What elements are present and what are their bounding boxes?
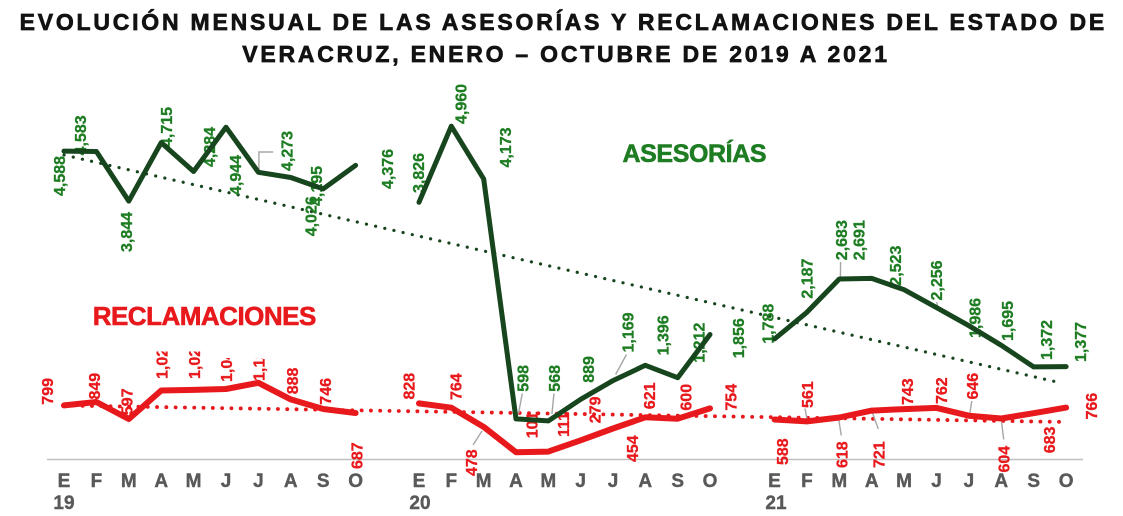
svg-text:764: 764 <box>449 373 466 400</box>
svg-text:20: 20 <box>409 493 430 514</box>
svg-text:A: A <box>865 471 879 492</box>
svg-text:849: 849 <box>87 373 104 400</box>
svg-text:889: 889 <box>581 356 598 383</box>
svg-text:600: 600 <box>679 384 696 411</box>
svg-text:S: S <box>671 471 684 492</box>
svg-text:746: 746 <box>318 378 335 405</box>
svg-text:1,377: 1,377 <box>1073 322 1090 362</box>
svg-text:762: 762 <box>934 377 951 404</box>
svg-text:888: 888 <box>285 368 302 395</box>
svg-text:A: A <box>154 471 168 492</box>
svg-text:2,691: 2,691 <box>852 220 869 260</box>
svg-text:687: 687 <box>349 442 366 469</box>
svg-text:4,026: 4,026 <box>303 196 320 236</box>
svg-text:E: E <box>768 471 781 492</box>
svg-text:M: M <box>831 471 847 492</box>
svg-text:2,256: 2,256 <box>929 260 946 300</box>
svg-text:4,715: 4,715 <box>159 107 176 147</box>
svg-text:454: 454 <box>625 435 642 462</box>
svg-text:618: 618 <box>834 441 851 468</box>
svg-text:A: A <box>638 471 652 492</box>
svg-text:J: J <box>608 471 619 492</box>
svg-text:J: J <box>221 471 232 492</box>
svg-text:1,169: 1,169 <box>620 312 637 352</box>
svg-text:J: J <box>964 471 975 492</box>
svg-text:2,187: 2,187 <box>799 258 816 298</box>
svg-text:J: J <box>253 471 264 492</box>
svg-text:F: F <box>801 471 813 492</box>
svg-text:683: 683 <box>1042 427 1059 454</box>
svg-text:478: 478 <box>464 449 481 476</box>
svg-text:M: M <box>476 471 492 492</box>
svg-text:A: A <box>994 471 1008 492</box>
svg-text:3,844: 3,844 <box>119 212 136 252</box>
svg-text:101: 101 <box>524 412 541 439</box>
svg-text:4,173: 4,173 <box>498 127 515 167</box>
svg-text:4,376: 4,376 <box>380 149 397 189</box>
svg-text:597: 597 <box>119 388 136 415</box>
svg-text:M: M <box>121 471 137 492</box>
svg-text:J: J <box>575 471 586 492</box>
svg-text:1,788: 1,788 <box>760 304 777 344</box>
svg-text:2,523: 2,523 <box>888 246 905 286</box>
svg-text:588: 588 <box>775 438 792 465</box>
svg-text:721: 721 <box>871 441 888 468</box>
svg-text:RECLAMACIONES: RECLAMACIONES <box>93 301 316 331</box>
svg-text:19: 19 <box>53 493 74 514</box>
svg-text:F: F <box>91 471 103 492</box>
svg-text:743: 743 <box>900 378 917 405</box>
svg-text:561: 561 <box>800 381 817 408</box>
svg-text:EVOLUCIÓN MENSUAL DE LAS ASESO: EVOLUCIÓN MENSUAL DE LAS ASESORÍAS Y REC… <box>20 8 1107 35</box>
svg-text:O: O <box>703 471 718 492</box>
svg-text:S: S <box>317 471 330 492</box>
svg-text:4,583: 4,583 <box>73 115 90 155</box>
svg-text:4,960: 4,960 <box>453 84 470 124</box>
svg-text:646: 646 <box>965 373 982 400</box>
svg-text:799: 799 <box>40 378 57 405</box>
svg-text:1,856: 1,856 <box>731 318 748 358</box>
svg-text:621: 621 <box>642 382 659 409</box>
svg-text:1,396: 1,396 <box>655 315 672 355</box>
svg-text:4,273: 4,273 <box>279 131 296 171</box>
svg-text:604: 604 <box>996 446 1013 473</box>
svg-text:4,944: 4,944 <box>228 155 245 195</box>
svg-text:3,826: 3,826 <box>411 153 428 193</box>
svg-text:S: S <box>1027 471 1040 492</box>
svg-text:VERACRUZ, ENERO – OCTUBRE DE 2: VERACRUZ, ENERO – OCTUBRE DE 2019 A 2021 <box>242 41 890 67</box>
svg-text:O: O <box>1059 471 1074 492</box>
svg-text:E: E <box>58 471 71 492</box>
svg-text:111: 111 <box>556 412 573 437</box>
svg-text:4,588: 4,588 <box>52 156 69 196</box>
svg-text:E: E <box>413 471 426 492</box>
svg-text:A: A <box>509 471 523 492</box>
svg-text:568: 568 <box>547 365 564 392</box>
svg-text:M: M <box>540 471 556 492</box>
svg-text:754: 754 <box>724 384 741 411</box>
svg-text:J: J <box>931 471 942 492</box>
svg-text:1,372: 1,372 <box>1039 320 1056 360</box>
svg-text:F: F <box>445 471 457 492</box>
svg-text:M: M <box>186 471 202 492</box>
svg-text:ASESORÍAS: ASESORÍAS <box>623 139 767 168</box>
svg-text:O: O <box>348 471 363 492</box>
svg-text:766: 766 <box>1084 393 1101 420</box>
svg-text:598: 598 <box>516 365 533 392</box>
svg-text:21: 21 <box>765 493 787 514</box>
svg-text:828: 828 <box>401 373 418 400</box>
svg-text:M: M <box>896 471 912 492</box>
svg-text:1,695: 1,695 <box>1000 301 1017 341</box>
svg-text:2,683: 2,683 <box>834 220 851 260</box>
svg-text:A: A <box>284 471 298 492</box>
svg-text:279: 279 <box>587 396 604 423</box>
